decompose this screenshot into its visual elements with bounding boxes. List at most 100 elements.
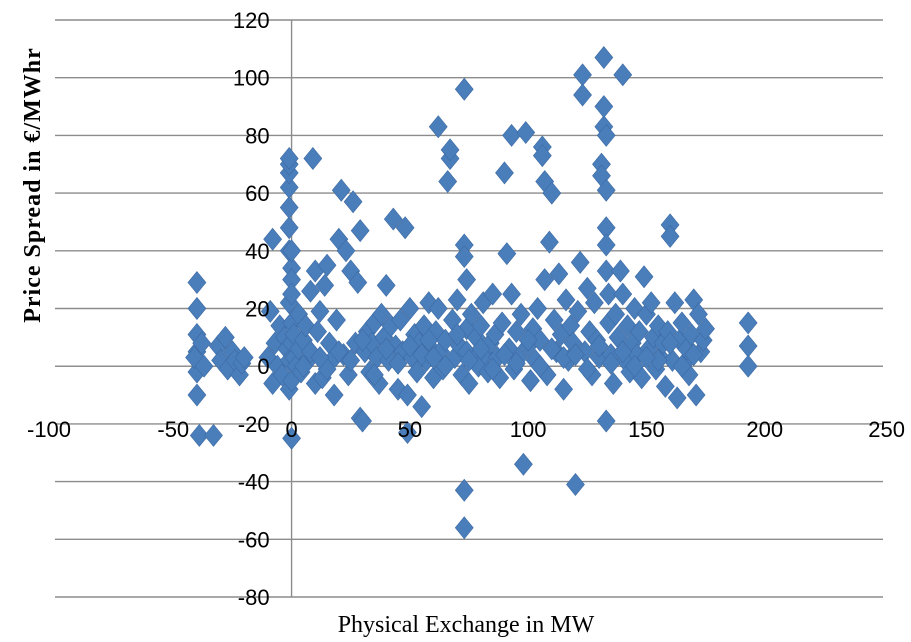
data-point	[350, 219, 370, 243]
y-tick-label: -60	[238, 527, 270, 552]
y-tick-label: 40	[245, 239, 269, 264]
data-point	[282, 282, 301, 306]
data-point	[577, 357, 597, 381]
data-point	[516, 121, 536, 144]
y-tick-label: 100	[233, 66, 270, 91]
data-point	[566, 343, 585, 367]
x-tick-label: 0	[285, 417, 297, 442]
data-point	[187, 271, 207, 295]
data-point	[338, 363, 358, 387]
data-point	[395, 216, 415, 240]
data-point	[435, 354, 455, 378]
data-point	[412, 395, 432, 419]
data-point	[459, 348, 479, 372]
data-point	[573, 83, 592, 107]
data-point	[308, 320, 327, 344]
data-point	[457, 268, 477, 292]
data-point	[684, 343, 704, 367]
tick-labels: -80 -60 -40 -20 0 20 40 60 80 100 120 -100 -50 0 50 100…	[27, 8, 905, 610]
x-tick-label: -100	[27, 417, 71, 442]
data-point	[438, 170, 458, 194]
data-point	[296, 314, 316, 338]
data-point	[383, 207, 403, 231]
data-point	[353, 328, 372, 352]
x-tick-label: -50	[157, 417, 189, 442]
data-point	[187, 383, 207, 407]
data-point	[447, 322, 467, 346]
data-point	[310, 299, 330, 323]
data-point	[204, 423, 223, 447]
data-point	[589, 334, 609, 358]
data-point	[738, 334, 758, 358]
data-point	[511, 302, 531, 326]
data-point	[454, 478, 474, 502]
data-point	[629, 320, 649, 344]
data-point	[693, 328, 713, 352]
data-point	[282, 239, 301, 263]
y-axis-label: Price Spread in €/MWhr	[20, 47, 46, 323]
data-point	[424, 346, 443, 370]
x-tick-label: 150	[628, 417, 665, 442]
data-point	[459, 372, 479, 395]
data-point	[528, 297, 547, 320]
data-point	[372, 302, 391, 326]
data-point	[471, 314, 491, 338]
data-point	[603, 372, 623, 395]
data-point	[596, 123, 616, 147]
data-point	[665, 291, 685, 315]
data-point	[696, 317, 715, 341]
data-point	[294, 354, 313, 378]
data-point	[260, 299, 280, 323]
data-point	[317, 253, 337, 277]
data-point	[502, 282, 521, 306]
data-point	[398, 383, 417, 407]
data-point	[618, 314, 637, 338]
data-point	[454, 516, 474, 540]
data-point	[660, 331, 680, 355]
data-point	[495, 343, 514, 367]
data-point	[282, 426, 301, 450]
data-point	[331, 178, 351, 202]
data-point	[234, 346, 254, 370]
data-point	[502, 123, 521, 147]
data-point	[303, 147, 323, 170]
data-point	[625, 354, 644, 378]
data-point	[518, 328, 538, 352]
data-point	[341, 348, 361, 372]
data-point	[353, 409, 372, 433]
data-point	[471, 337, 491, 361]
data-point	[542, 337, 562, 361]
data-point	[596, 233, 616, 257]
x-axis-label: Physical Exchange in MW	[338, 612, 595, 638]
data-point	[407, 360, 427, 384]
data-point	[606, 302, 626, 326]
data-point	[672, 311, 692, 335]
data-point	[398, 421, 417, 445]
data-point	[310, 346, 330, 370]
data-point	[348, 271, 368, 295]
data-point	[279, 147, 299, 170]
data-point	[324, 383, 344, 407]
data-point	[566, 473, 585, 496]
data-point	[596, 259, 616, 283]
data-point	[400, 297, 420, 320]
data-point	[376, 273, 396, 297]
data-point	[611, 259, 630, 283]
x-tick-label: 200	[746, 417, 783, 442]
x-tick-label: 250	[868, 417, 905, 442]
data-point	[506, 320, 526, 344]
data-point	[738, 311, 758, 335]
data-point	[336, 239, 356, 263]
data-point	[440, 138, 460, 162]
data-point	[189, 423, 209, 447]
data-point	[506, 351, 526, 375]
data-point	[419, 328, 439, 352]
data-point	[686, 383, 706, 407]
data-point	[301, 279, 320, 303]
data-point	[637, 346, 656, 370]
data-point	[329, 340, 349, 364]
data-point	[447, 288, 467, 312]
data-point	[495, 161, 514, 185]
data-point	[343, 190, 363, 214]
